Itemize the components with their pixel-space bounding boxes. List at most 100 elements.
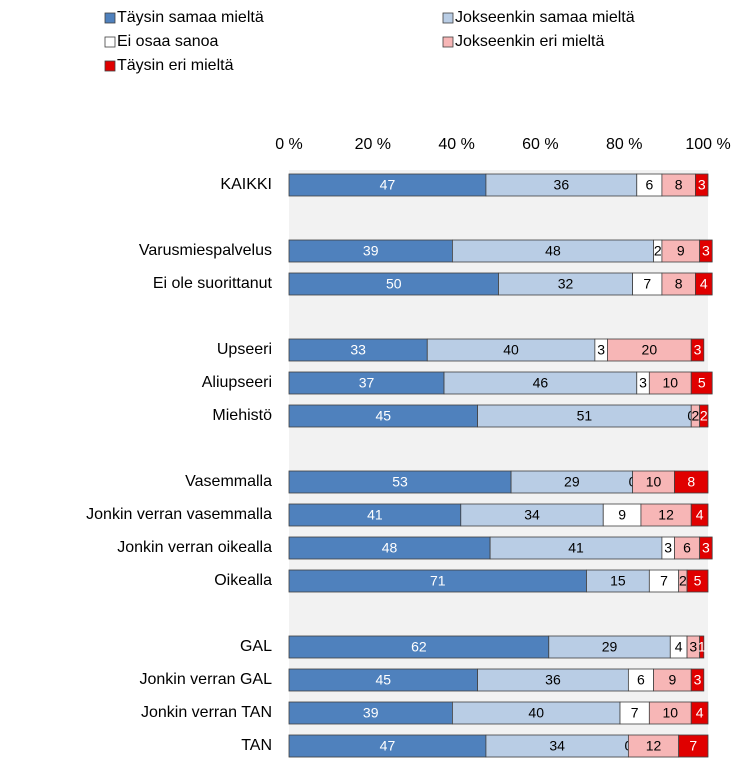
data-label: 47 — [380, 738, 396, 754]
y-tick-label: Oikealla — [214, 572, 272, 589]
data-label: 50 — [386, 276, 402, 292]
bar-segment — [690, 338, 705, 362]
data-label: 12 — [658, 507, 674, 523]
legend-label: Jokseenkin eri mieltä — [455, 33, 605, 50]
x-tick-label: 80 % — [606, 136, 642, 153]
plot-area — [289, 170, 708, 758]
data-label: 37 — [359, 375, 375, 391]
data-label: 41 — [367, 507, 383, 523]
data-label: 3 — [694, 672, 702, 688]
data-label: 7 — [643, 276, 651, 292]
legend-label: Täysin samaa mieltä — [117, 9, 264, 26]
y-tick-label: TAN — [241, 737, 272, 754]
data-label: 2 — [692, 408, 700, 424]
data-label: 7 — [631, 705, 639, 721]
y-tick-label: Varusmiespalvelus — [139, 242, 272, 259]
legend-swatch — [442, 36, 454, 48]
y-tick-label: GAL — [240, 638, 272, 655]
data-label: 51 — [577, 408, 593, 424]
data-label: 6 — [683, 540, 691, 556]
y-tick-label: Jonkin verran oikealla — [117, 539, 272, 556]
x-tick-label: 0 % — [275, 136, 303, 153]
data-label: 4 — [696, 705, 704, 721]
y-tick-label: Jonkin verran GAL — [139, 671, 272, 688]
y-tick-label: KAIKKI — [220, 176, 272, 193]
data-label: 40 — [528, 705, 544, 721]
data-label: 29 — [602, 639, 618, 655]
data-label: 8 — [675, 177, 683, 193]
y-tick-label: Miehistö — [212, 407, 272, 424]
x-tick-label: 100 % — [685, 136, 730, 153]
data-label: 34 — [549, 738, 565, 754]
data-label: 3 — [702, 540, 710, 556]
legend-label: Ei osaa sanoa — [117, 33, 219, 50]
data-label: 2 — [654, 243, 662, 259]
data-label: 5 — [694, 573, 702, 589]
data-label: 48 — [545, 243, 561, 259]
data-label: 32 — [558, 276, 574, 292]
x-tick-label: 20 % — [355, 136, 391, 153]
data-label: 9 — [677, 243, 685, 259]
bar-segment — [695, 173, 709, 197]
data-label: 39 — [363, 243, 379, 259]
y-tick-label: Jonkin verran TAN — [141, 704, 272, 721]
data-label: 36 — [554, 177, 570, 193]
data-label: 4 — [675, 639, 683, 655]
data-label: 8 — [687, 474, 695, 490]
data-label: 47 — [380, 177, 396, 193]
data-label: 3 — [698, 177, 706, 193]
bar-segment — [690, 371, 713, 395]
data-label: 12 — [646, 738, 662, 754]
data-label: 5 — [698, 375, 706, 391]
bar-segment — [699, 404, 709, 428]
data-label: 45 — [375, 408, 391, 424]
data-label: 62 — [411, 639, 427, 655]
bar-segment — [699, 239, 713, 263]
data-label: 3 — [597, 342, 605, 358]
data-label: 3 — [689, 639, 697, 655]
data-label: 4 — [700, 276, 708, 292]
bar-segment — [686, 569, 709, 593]
data-label: 10 — [646, 474, 662, 490]
legend-swatch — [104, 12, 116, 24]
data-label: 1 — [698, 639, 706, 655]
bar-segment — [690, 503, 709, 527]
data-label: 48 — [382, 540, 398, 556]
bar-segment — [699, 635, 705, 659]
legend-label: Täysin eri mieltä — [117, 57, 234, 74]
data-label: 39 — [363, 705, 379, 721]
data-label: 7 — [660, 573, 668, 589]
data-label: 4 — [696, 507, 704, 523]
data-label: 3 — [664, 540, 672, 556]
data-label: 33 — [350, 342, 366, 358]
bar-segment — [690, 668, 705, 692]
bar-segment — [674, 470, 709, 494]
data-label: 15 — [610, 573, 626, 589]
data-label: 3 — [702, 243, 710, 259]
data-label: 3 — [639, 375, 647, 391]
legend-swatch — [442, 12, 454, 24]
y-tick-label: Vasemmalla — [185, 473, 272, 490]
data-label: 10 — [663, 705, 679, 721]
bar-segment — [699, 536, 713, 560]
data-label: 45 — [375, 672, 391, 688]
x-tick-label: 40 % — [438, 136, 474, 153]
data-label: 6 — [637, 672, 645, 688]
data-label: 10 — [663, 375, 679, 391]
data-label: 46 — [533, 375, 549, 391]
data-label: 6 — [645, 177, 653, 193]
data-label: 34 — [524, 507, 540, 523]
data-label: 9 — [668, 672, 676, 688]
data-label: 53 — [392, 474, 408, 490]
y-tick-label: Aliupseeri — [202, 374, 272, 391]
data-label: 71 — [430, 573, 446, 589]
data-label: 8 — [675, 276, 683, 292]
data-label: 2 — [700, 408, 708, 424]
data-label: 3 — [694, 342, 702, 358]
data-label: 9 — [618, 507, 626, 523]
y-tick-label: Upseeri — [217, 341, 272, 358]
legend-label: Jokseenkin samaa mieltä — [455, 9, 635, 26]
legend-swatch — [104, 60, 116, 72]
data-label: 29 — [564, 474, 580, 490]
